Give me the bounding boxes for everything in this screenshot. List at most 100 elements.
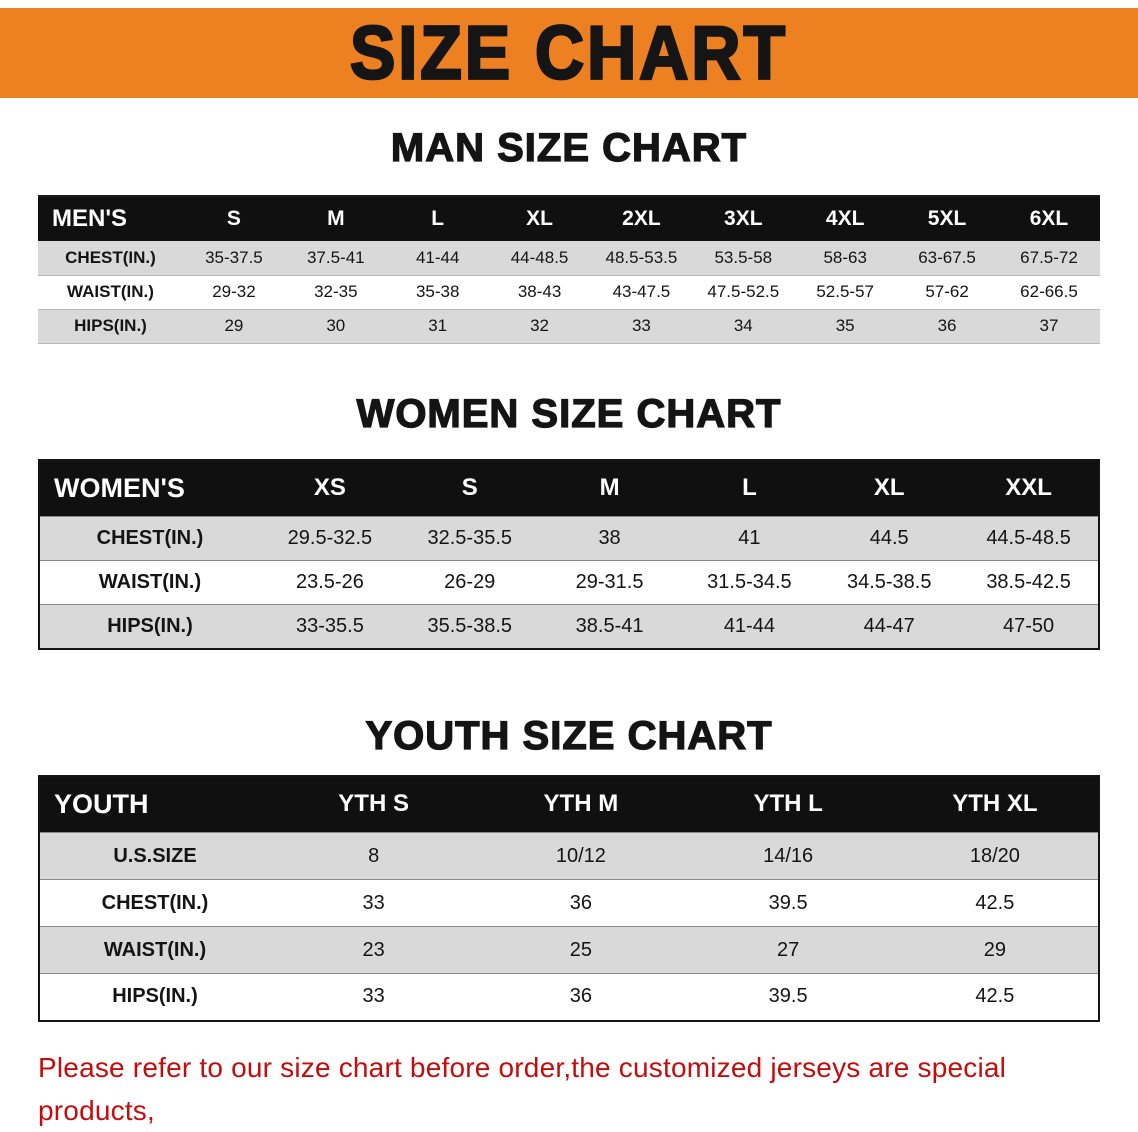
row-label: CHEST(IN.) — [65, 247, 156, 267]
size-value: 25 — [569, 938, 592, 961]
disclaimer-line-1: Please refer to our size chart before or… — [38, 1051, 1007, 1126]
size-value: 36 — [569, 985, 592, 1008]
size-value: 29-32 — [212, 282, 256, 301]
size-column-header: S — [461, 474, 478, 502]
size-value: 35 — [835, 316, 855, 335]
size-value: 33 — [362, 891, 385, 914]
size-value: 33 — [631, 316, 651, 335]
table-row: HIPS(IN.) 33 36 39.5 42.5 — [39, 973, 1099, 1021]
size-value: 10/12 — [555, 844, 606, 867]
disclaimer-text: Please refer to our size chart before or… — [38, 1046, 1100, 1132]
size-value: 37 — [1039, 316, 1059, 335]
size-chart-page: SIZE CHART MAN SIZE CHART MEN'S S M L XL 2XL 3… — [0, 8, 1138, 1132]
table-row: CHEST(IN.) 33 36 39.5 42.5 — [39, 879, 1099, 927]
men-section-title: MAN SIZE CHART — [390, 125, 748, 170]
row-label: WAIST(IN.) — [98, 571, 202, 593]
size-column-header: S — [226, 207, 241, 230]
size-value: 33-35.5 — [295, 614, 364, 637]
size-value: 31.5-34.5 — [707, 571, 792, 593]
size-value: 32.5-35.5 — [427, 527, 512, 549]
table-row: CHEST(IN.) 35-37.5 37.5-41 41-44 44-48.5 48.5… — [38, 241, 1100, 275]
size-value: 63-67.5 — [918, 247, 976, 267]
size-column-header: YTH XL — [952, 790, 1038, 818]
table-row: HIPS(IN.) 33-35.5 35.5-38.5 38.5-41 41-44 44-… — [39, 604, 1099, 649]
size-value: 39.5 — [768, 985, 808, 1008]
table-corner-label: YOUTH — [54, 788, 149, 819]
size-value: 47.5-52.5 — [707, 282, 780, 301]
size-column-header: YTH M — [543, 790, 619, 818]
row-label: HIPS(IN.) — [74, 316, 147, 335]
table-header-row: YOUTH YTH S YTH M YTH L YTH XL — [39, 775, 1099, 833]
size-value: 35-38 — [415, 282, 460, 301]
size-column-header: 2XL — [622, 207, 661, 230]
size-value: 41-44 — [723, 614, 775, 637]
size-value: 29.5-32.5 — [287, 527, 373, 549]
youth-section-title: YOUTH SIZE CHART — [365, 713, 773, 758]
size-value: 8 — [368, 844, 380, 867]
size-value: 38.5-42.5 — [986, 571, 1071, 593]
size-value: 42.5 — [975, 891, 1015, 914]
size-value: 44-48.5 — [510, 247, 569, 267]
row-label: CHEST(IN.) — [96, 527, 204, 549]
size-column-header: YTH S — [338, 790, 409, 818]
size-value: 41-44 — [415, 247, 460, 267]
row-label: HIPS(IN.) — [112, 985, 198, 1008]
size-value: 38 — [598, 527, 621, 549]
size-value: 29-31.5 — [575, 571, 644, 593]
size-value: 23 — [362, 938, 385, 961]
size-value: 29 — [983, 938, 1006, 961]
size-value: 14/16 — [763, 844, 814, 867]
row-label: CHEST(IN.) — [101, 891, 209, 914]
size-column-header: 4XL — [825, 207, 865, 230]
size-value: 35.5-38.5 — [427, 614, 512, 637]
size-value: 32-35 — [314, 282, 358, 301]
size-value: 36 — [569, 891, 592, 914]
size-column-header: YTH L — [753, 790, 823, 818]
size-value: 57-62 — [925, 282, 969, 301]
size-column-header: XS — [313, 474, 346, 502]
size-value: 30 — [326, 316, 346, 335]
size-column-header: L — [742, 474, 757, 502]
size-value: 43-47.5 — [612, 282, 671, 301]
size-value: 52.5-57 — [816, 282, 875, 301]
size-column-header: 3XL — [724, 207, 763, 230]
row-label: WAIST(IN.) — [67, 282, 154, 301]
size-column-header: XL — [526, 207, 553, 230]
women-size-table: WOMEN'S XS S M L XL XXL CHEST(IN.) 29.5-32.5 32.5… — [38, 458, 1100, 650]
table-row: WAIST(IN.) 29-32 32-35 35-38 38-43 43-47.5 47.… — [38, 275, 1100, 309]
table-header-row: MEN'S S M L XL 2XL 3XL 4XL 5XL 6XL — [38, 196, 1100, 241]
table-corner-label: WOMEN'S — [54, 472, 185, 503]
page-title: SIZE CHART — [349, 10, 788, 96]
size-value: 35-37.5 — [205, 247, 263, 267]
men-size-table: MEN'S S M L XL 2XL 3XL 4XL 5XL 6XL CHEST(IN.) 35-37… — [38, 195, 1100, 344]
row-label: U.S.SIZE — [113, 844, 197, 867]
size-value: 37.5-41 — [306, 247, 365, 267]
size-column-header: L — [431, 207, 445, 230]
table-row: HIPS(IN.) 29 30 31 32 33 34 35 36 37 — [38, 309, 1100, 343]
size-column-header: XL — [873, 474, 905, 502]
size-value: 33 — [362, 985, 385, 1008]
size-value: 44.5 — [869, 527, 909, 549]
size-value: 27 — [777, 938, 800, 961]
women-section-title: WOMEN SIZE CHART — [356, 391, 782, 436]
size-value: 36 — [937, 316, 957, 335]
table-corner-label: MEN'S — [52, 205, 128, 232]
size-value: 32 — [530, 316, 550, 335]
table-row: WAIST(IN.) 23 25 27 29 — [39, 926, 1099, 974]
size-column-header: 5XL — [927, 207, 967, 230]
size-value: 38.5-41 — [575, 614, 644, 637]
size-value: 58-63 — [823, 247, 867, 267]
youth-size-table: YOUTH YTH S YTH M YTH L YTH XL U.S.SIZE 8 10/12… — [38, 774, 1100, 1022]
size-value: 42.5 — [975, 985, 1015, 1008]
size-value: 23.5-26 — [295, 571, 364, 593]
size-value: 26-29 — [444, 571, 496, 593]
size-value: 53.5-58 — [714, 247, 773, 267]
size-value: 31 — [428, 316, 448, 335]
size-value: 47-50 — [1002, 614, 1055, 637]
size-value: 62-66.5 — [1020, 282, 1078, 301]
row-label: HIPS(IN.) — [107, 614, 193, 637]
size-column-header: XXL — [1005, 474, 1052, 502]
size-value: 29 — [224, 316, 244, 335]
table-row: WAIST(IN.) 23.5-26 26-29 29-31.5 31.5-34.5 34… — [39, 560, 1099, 605]
size-value: 18/20 — [969, 844, 1020, 867]
